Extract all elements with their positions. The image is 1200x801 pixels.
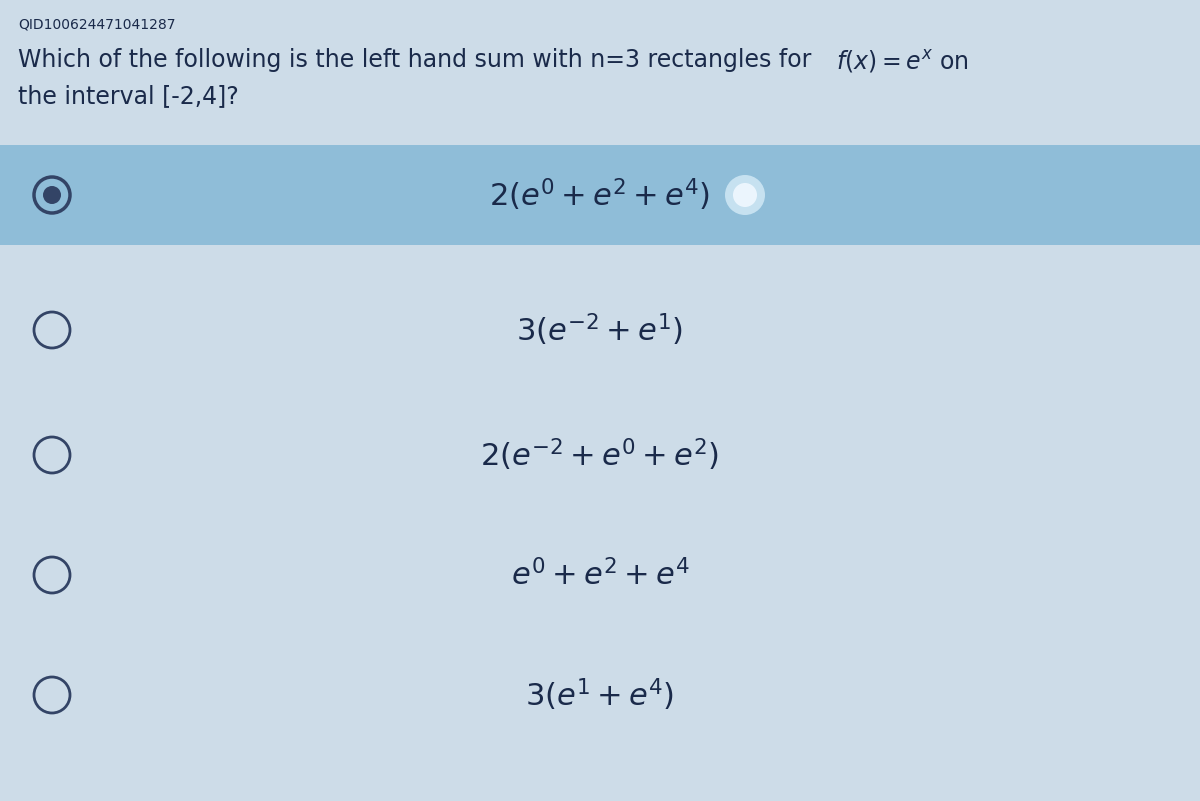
Bar	[0, 145, 1200, 245]
Text: $2(e^{-2} + e^0 + e^2)$: $2(e^{-2} + e^0 + e^2)$	[480, 437, 720, 473]
Text: $e^0 + e^2 + e^4$: $e^0 + e^2 + e^4$	[511, 559, 689, 591]
Text: Which of the following is the left hand sum with n=3 rectangles for: Which of the following is the left hand …	[18, 48, 818, 72]
Text: $3(e^{-2} + e^1)$: $3(e^{-2} + e^1)$	[516, 312, 684, 348]
Circle shape	[43, 186, 61, 204]
Text: $f(x) = e^{x}$ on: $f(x) = e^{x}$ on	[836, 48, 968, 75]
Circle shape	[733, 183, 757, 207]
Text: QID100624471041287: QID100624471041287	[18, 18, 175, 32]
Text: $3(e^1 + e^4)$: $3(e^1 + e^4)$	[526, 677, 674, 713]
Text: the interval [-2,4]?: the interval [-2,4]?	[18, 84, 239, 108]
Text: $2(e^0 + e^2 + e^4)$: $2(e^0 + e^2 + e^4)$	[490, 177, 710, 213]
Circle shape	[725, 175, 766, 215]
